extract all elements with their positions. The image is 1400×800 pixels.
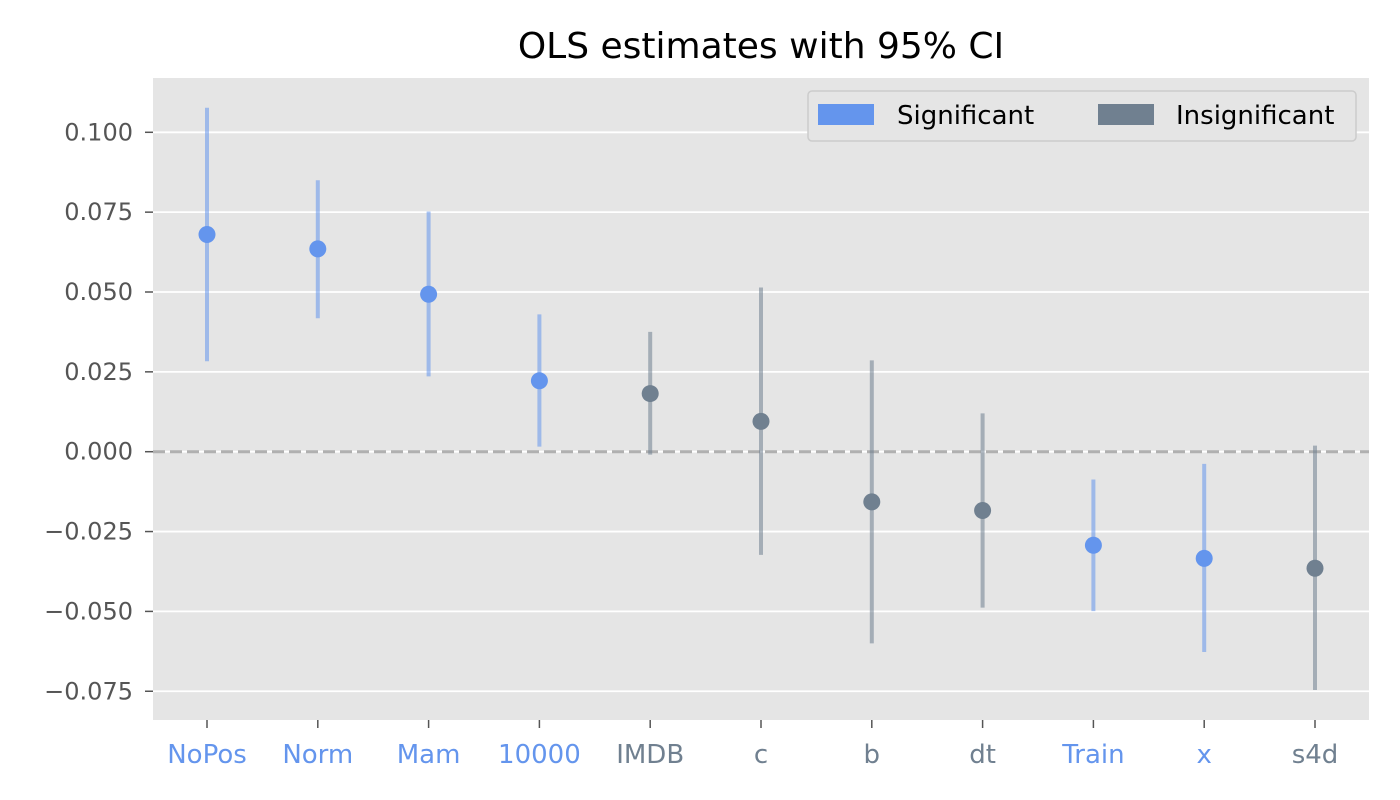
legend-swatch-significant bbox=[818, 104, 874, 125]
x-tick-label-Train: Train bbox=[1061, 740, 1124, 770]
x-tick-label-Norm: Norm bbox=[282, 740, 353, 770]
estimate-point-Train bbox=[1084, 536, 1102, 554]
estimate-point-IMDB bbox=[641, 385, 659, 403]
estimate-point-NoPos bbox=[198, 226, 216, 244]
estimate-point-10000 bbox=[530, 372, 548, 390]
y-tick-label: 0.050 bbox=[64, 278, 133, 306]
x-axis-ticks: NoPos Norm Mam 10000 IMDB c b dt Train x s4d bbox=[167, 720, 1338, 770]
x-tick-label-IMDB: IMDB bbox=[616, 740, 684, 770]
legend-label-significant: Significant bbox=[897, 101, 1034, 131]
y-tick-label: 0.100 bbox=[64, 118, 133, 146]
y-tick-label: −0.050 bbox=[44, 597, 133, 625]
legend-swatch-insignificant bbox=[1098, 104, 1154, 125]
legend: Significant Insignificant bbox=[807, 90, 1357, 142]
x-tick-label-10000: 10000 bbox=[498, 740, 581, 770]
x-tick-label-x: x bbox=[1197, 740, 1212, 770]
y-tick-label: 0.000 bbox=[64, 438, 133, 466]
y-tick-label: 0.075 bbox=[64, 198, 133, 226]
y-tick-label: −0.075 bbox=[44, 677, 133, 705]
x-tick-label-b: b bbox=[864, 740, 881, 770]
y-axis-ticks: −0.075 −0.050 −0.025 0.000 0.025 0.050 0.075 0.… bbox=[44, 118, 153, 705]
point-estimates bbox=[198, 226, 1324, 577]
y-tick-label: −0.025 bbox=[44, 518, 133, 546]
estimate-point-dt bbox=[974, 501, 992, 519]
estimate-point-s4d bbox=[1306, 559, 1324, 577]
estimate-point-x bbox=[1195, 549, 1213, 567]
x-tick-label-Mam: Mam bbox=[397, 740, 461, 770]
x-tick-label-NoPos: NoPos bbox=[167, 740, 247, 770]
x-tick-label-s4d: s4d bbox=[1292, 740, 1339, 770]
legend-label-insignificant: Insignificant bbox=[1176, 101, 1334, 131]
chart-title: OLS estimates with 95% CI bbox=[518, 26, 1004, 67]
estimate-point-c bbox=[752, 412, 770, 430]
x-tick-label-c: c bbox=[754, 740, 768, 770]
legend-frame bbox=[807, 90, 1357, 142]
estimate-point-b bbox=[863, 493, 881, 511]
y-tick-label: 0.025 bbox=[64, 358, 133, 386]
estimate-point-Norm bbox=[309, 240, 327, 258]
estimate-point-Mam bbox=[420, 285, 438, 303]
x-tick-label-dt: dt bbox=[969, 740, 996, 770]
